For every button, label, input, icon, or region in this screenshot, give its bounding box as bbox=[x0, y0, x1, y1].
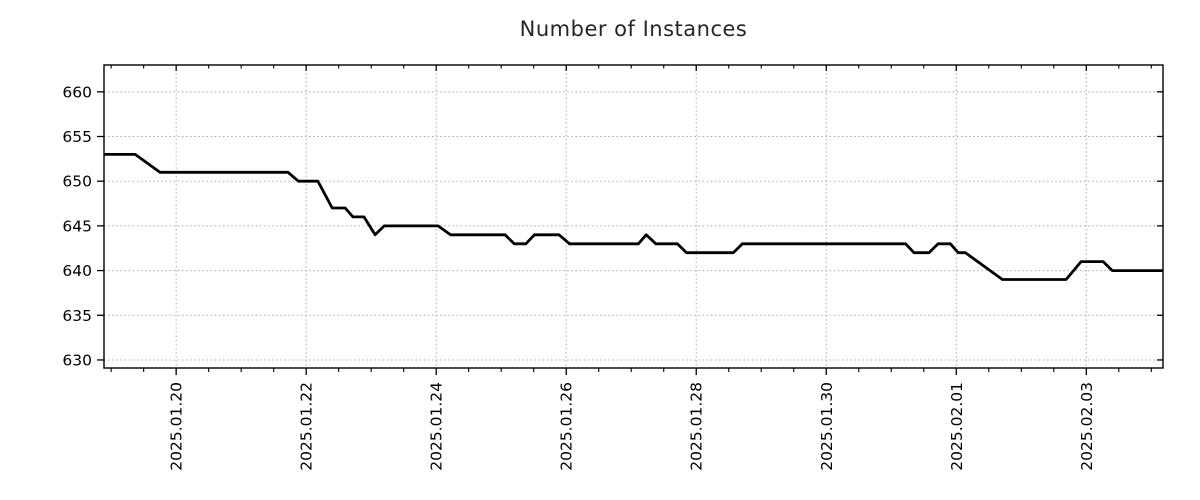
chart-title: Number of Instances bbox=[519, 17, 748, 41]
y-tick-label: 660 bbox=[62, 83, 92, 101]
x-tick-label: 2025.01.20 bbox=[168, 382, 186, 471]
y-tick-label: 655 bbox=[62, 128, 92, 146]
y-tick-label: 640 bbox=[62, 262, 92, 280]
plot-border bbox=[103, 64, 1164, 369]
x-tick-label: 2025.01.30 bbox=[818, 382, 836, 471]
y-tick-label: 645 bbox=[62, 217, 92, 235]
y-tick-label: 630 bbox=[62, 351, 92, 369]
y-tick-label: 635 bbox=[62, 307, 92, 325]
y-tick-label: 650 bbox=[62, 173, 92, 191]
x-tick-label: 2025.01.22 bbox=[298, 382, 316, 471]
x-tick-label: 2025.01.28 bbox=[688, 382, 706, 471]
x-tick-label: 2025.01.24 bbox=[428, 382, 446, 471]
x-tick-label: 2025.01.26 bbox=[558, 382, 576, 471]
series-line bbox=[104, 152, 1163, 281]
x-tick-label: 2025.02.03 bbox=[1078, 382, 1096, 471]
x-tick-label: 2025.02.01 bbox=[948, 382, 966, 471]
